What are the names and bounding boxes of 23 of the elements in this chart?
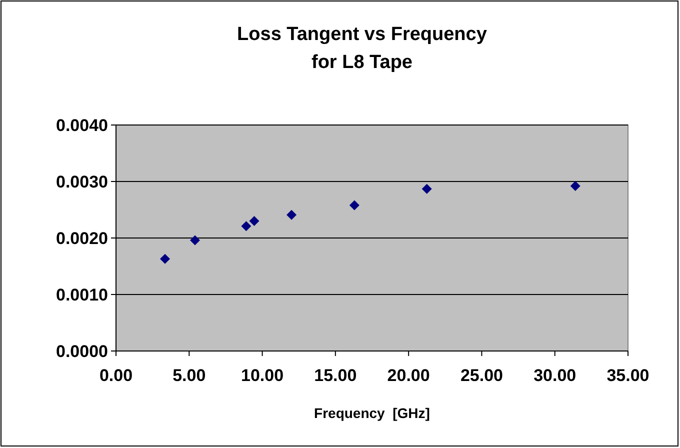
x-axis-title: Frequency [GHz] bbox=[314, 405, 430, 421]
x-tick-label: 10.00 bbox=[241, 366, 284, 385]
y-tick-label: 0.0030 bbox=[56, 172, 108, 192]
x-tick-label: 20.00 bbox=[387, 366, 430, 385]
point bbox=[422, 184, 432, 194]
point bbox=[570, 181, 580, 192]
point bbox=[249, 216, 260, 226]
y-tick-label: 0.0020 bbox=[56, 228, 108, 248]
x-tick-label: 30.00 bbox=[534, 366, 576, 385]
y-tick-label: 0.0040 bbox=[56, 116, 108, 135]
x-tick-label: 35.00 bbox=[606, 366, 650, 385]
point bbox=[190, 235, 200, 246]
point bbox=[349, 200, 360, 210]
x-tick-label: 0.00 bbox=[99, 366, 133, 385]
chart-title: Loss Tangent vs Frequency for L8 Tape bbox=[237, 24, 488, 73]
y-tick-label: 0.0010 bbox=[56, 285, 108, 304]
x-tick-label: 5.00 bbox=[172, 366, 206, 385]
point bbox=[241, 221, 252, 232]
y-tick-label: 0.0000 bbox=[56, 342, 108, 361]
x-tick-label: 25.00 bbox=[460, 366, 503, 385]
x-tick-label: 15.00 bbox=[314, 366, 357, 385]
point bbox=[160, 254, 170, 264]
point bbox=[286, 210, 297, 220]
